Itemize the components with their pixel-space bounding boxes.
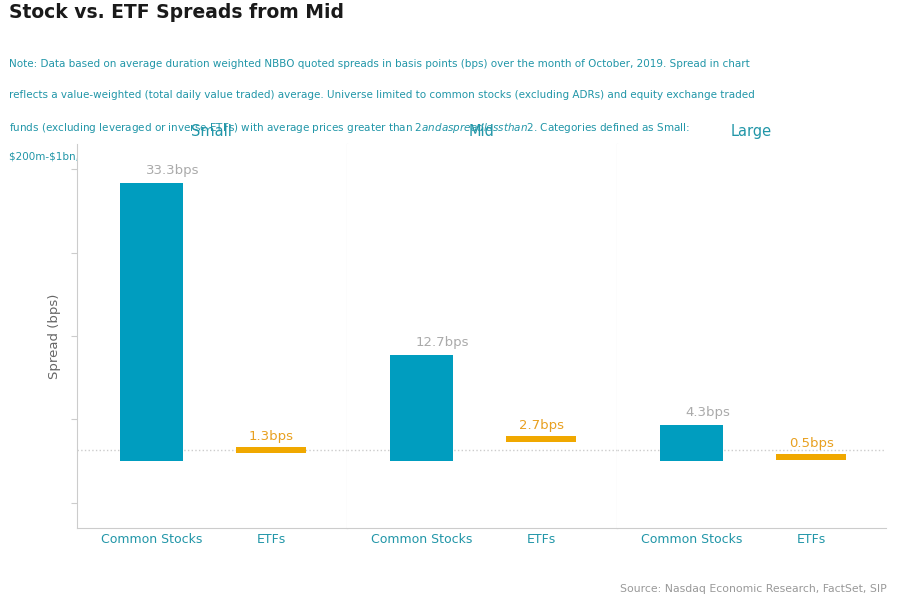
Title: Small: Small	[191, 124, 232, 139]
Text: funds (excluding leveraged or inverse ETFs) with average prices greater than $2 : funds (excluding leveraged or inverse ET…	[9, 121, 689, 136]
Text: Note: Data based on average duration weighted NBBO quoted spreads in basis point: Note: Data based on average duration wei…	[9, 59, 750, 70]
Text: 0.5bps: 0.5bps	[788, 437, 833, 450]
Text: 2.7bps: 2.7bps	[518, 419, 563, 431]
Text: $200m-$1bn, Mid: $1bn-$10bn, Large: $10bn< for stocks. ETFs grouped by underlyin: $200m-$1bn, Mid: $1bn-$10bn, Large: $10b…	[9, 152, 680, 163]
Bar	[506, 436, 576, 442]
Bar	[391, 355, 454, 461]
Bar	[661, 425, 724, 461]
Text: 1.3bps: 1.3bps	[248, 430, 293, 443]
Text: Stock vs. ETF Spreads from Mid: Stock vs. ETF Spreads from Mid	[9, 3, 344, 22]
Bar	[121, 183, 184, 461]
Text: 4.3bps: 4.3bps	[686, 406, 731, 419]
Title: Large: Large	[731, 124, 772, 139]
Bar	[236, 448, 306, 453]
Text: reflects a value-weighted (total daily value traded) average. Universe limited t: reflects a value-weighted (total daily v…	[9, 91, 755, 100]
Title: Mid: Mid	[469, 124, 494, 139]
Y-axis label: Spread (bps): Spread (bps)	[48, 293, 60, 379]
Text: Source: Nasdaq Economic Research, FactSet, SIP: Source: Nasdaq Economic Research, FactSe…	[620, 584, 886, 594]
Text: 12.7bps: 12.7bps	[416, 335, 469, 349]
Bar	[776, 454, 846, 460]
Text: 33.3bps: 33.3bps	[146, 164, 199, 176]
